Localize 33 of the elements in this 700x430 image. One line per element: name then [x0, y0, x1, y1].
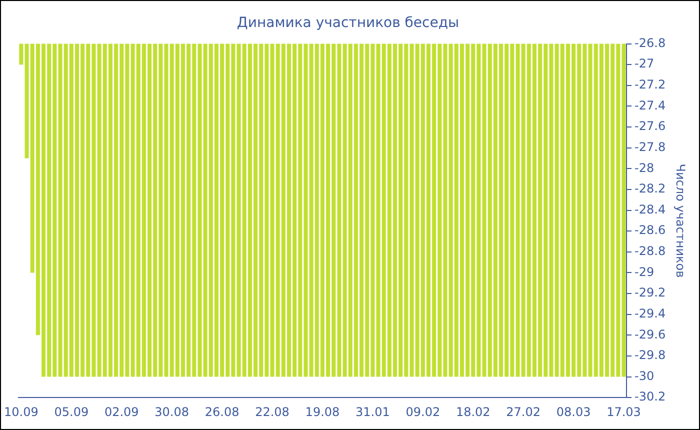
- y-tick-label: -30.2: [634, 390, 666, 404]
- x-tick-label: 05.09: [54, 404, 89, 419]
- y-tick-label: -28.2: [634, 182, 666, 196]
- y-tick-label: -28.6: [634, 223, 666, 238]
- y-tick-label: -27.6: [634, 119, 666, 134]
- y-tick-label: -27: [634, 56, 654, 71]
- y-tick-label: -29.8: [634, 348, 666, 362]
- y-tick-label: -29.4: [634, 306, 666, 320]
- y-tick-label: -29: [634, 264, 654, 279]
- y-tick-label: -28.8: [634, 244, 666, 258]
- x-tick-label: 26.08: [204, 404, 240, 419]
- x-tick-label: 22.08: [255, 404, 290, 419]
- x-tick-label: 02.09: [104, 404, 139, 419]
- y-tick-label: -27.8: [634, 140, 666, 154]
- x-tick-label: 18.02: [456, 404, 490, 419]
- y-tick-label: -27.4: [634, 98, 666, 112]
- chart-title: Динамика участников беседы: [236, 15, 460, 32]
- y-tick-label: -26.8: [634, 36, 666, 50]
- y-axis-title: Число участников: [674, 164, 688, 278]
- x-tick-label: 27.02: [506, 404, 541, 419]
- x-tick-label: 31.01: [356, 404, 390, 419]
- x-tick-label: 08.03: [556, 404, 591, 419]
- y-tick-label: -27.2: [634, 78, 666, 92]
- x-tick-label: 09.02: [406, 404, 440, 419]
- y-tick-label: -28: [634, 160, 654, 175]
- y-tick-label: -30: [634, 368, 654, 383]
- x-tick-label: 19.08: [305, 404, 340, 419]
- y-tick-label: -29.2: [634, 286, 666, 300]
- y-tick-label: -29.6: [634, 327, 666, 342]
- x-tick-label: 10.09: [4, 404, 38, 419]
- x-tick-label: 30.08: [154, 404, 190, 419]
- x-tick-label: 17.03: [606, 404, 641, 419]
- y-tick-label: -28.4: [634, 202, 666, 216]
